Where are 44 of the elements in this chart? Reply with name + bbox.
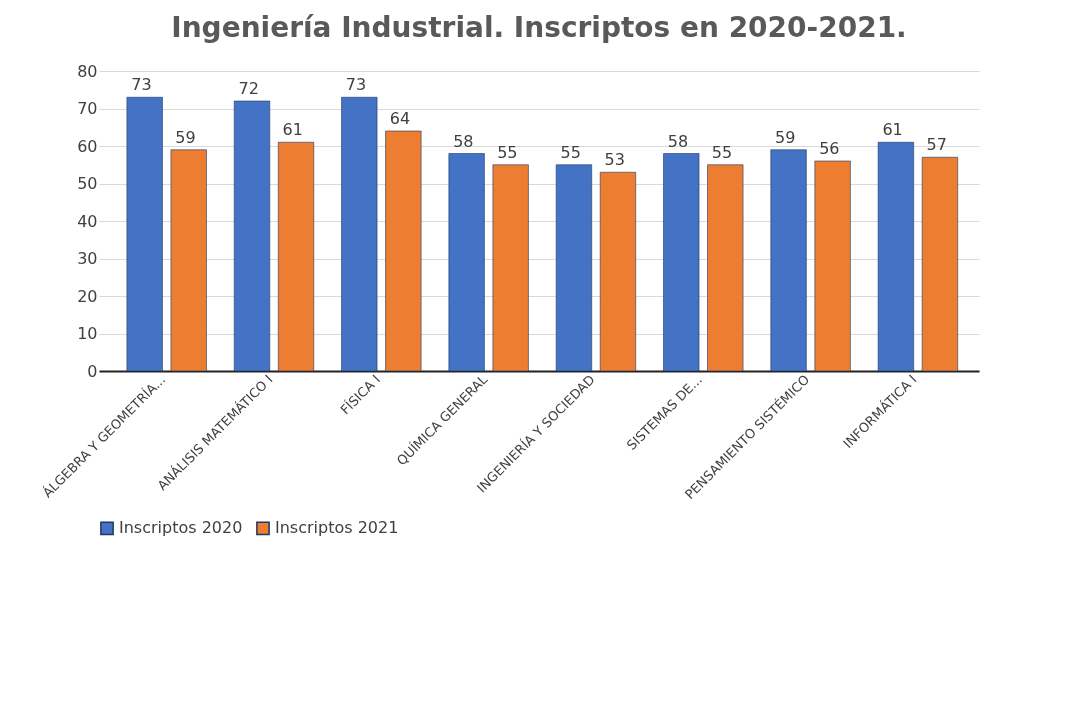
data-label: 53 — [604, 150, 625, 170]
bar — [277, 141, 315, 372]
y-tick-label: 70 — [77, 99, 98, 118]
data-label: 58 — [667, 131, 689, 151]
y-tick-label: 60 — [77, 136, 98, 156]
data-label: 55 — [560, 142, 581, 162]
data-label: 58 — [453, 131, 474, 151]
data-label: 55 — [711, 142, 733, 162]
bar — [663, 153, 700, 372]
legend-label: Inscriptos 2021 — [275, 518, 399, 538]
chart-title: Ingeniería Industrial. Inscriptos en 2020-2021. — [171, 11, 907, 44]
bar — [599, 171, 637, 372]
data-label: 59 — [175, 127, 196, 147]
data-label: 56 — [819, 139, 840, 158]
bar — [814, 160, 851, 372]
y-tick-label: 40 — [77, 211, 98, 231]
bar — [877, 141, 914, 372]
y-tick-label: 20 — [77, 286, 98, 306]
bar — [233, 100, 271, 372]
bar — [555, 164, 593, 372]
bar — [341, 96, 378, 372]
y-tick-label: 50 — [77, 174, 98, 193]
y-tick-label: 80 — [77, 61, 98, 81]
data-label: 59 — [775, 127, 796, 147]
bar — [170, 149, 207, 372]
y-tick-label: 0 — [87, 361, 98, 381]
y-tick-label: 10 — [77, 324, 98, 343]
bar — [921, 156, 958, 372]
y-tick-label: 30 — [77, 249, 98, 268]
data-label: 73 — [131, 75, 152, 95]
data-label: 64 — [389, 109, 411, 128]
data-label: 61 — [882, 120, 903, 140]
bar — [385, 130, 422, 372]
bar — [707, 164, 744, 372]
data-label: 73 — [345, 75, 367, 95]
bar — [448, 153, 485, 372]
bar — [126, 96, 163, 372]
data-label: 72 — [238, 79, 259, 98]
data-label: 55 — [497, 142, 518, 162]
bar — [770, 149, 807, 372]
legend-label: Inscriptos 2020 — [119, 518, 243, 538]
data-label: 57 — [926, 135, 947, 155]
bar — [492, 164, 529, 372]
data-label: 61 — [282, 120, 303, 140]
